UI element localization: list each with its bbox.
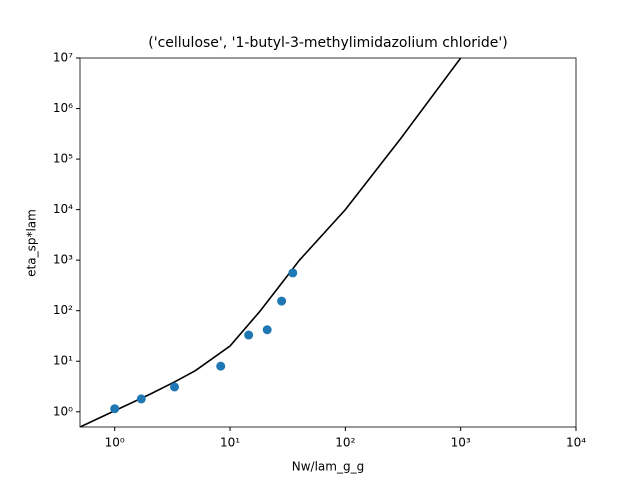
point	[110, 404, 120, 414]
y-tick-label: 10⁷	[53, 51, 73, 65]
y-tick-label: 10⁰	[53, 404, 73, 418]
y-tick-label: 10⁵	[53, 152, 73, 166]
x-tick-label: 10⁴	[566, 436, 586, 450]
plot-frame	[79, 57, 577, 428]
point	[136, 394, 146, 404]
x-tick-label: 10²	[335, 436, 355, 450]
y-tick-label: 10⁶	[53, 101, 73, 115]
chart-title: ('cellulose', '1-butyl-3-methylimidazoli…	[148, 35, 507, 51]
point	[262, 325, 272, 335]
point	[288, 268, 298, 278]
y-axis-label: eta_sp*lam	[25, 209, 39, 277]
y-tick-label: 10¹	[53, 354, 73, 368]
x-tick-label: 10⁰	[105, 436, 125, 450]
point	[244, 330, 254, 340]
y-tick-label: 10²	[53, 303, 73, 317]
point	[277, 296, 287, 306]
y-tick-label: 10⁴	[53, 202, 73, 216]
point	[216, 361, 226, 371]
y-tick-label: 10³	[53, 253, 73, 267]
x-tick-label: 10³	[451, 436, 471, 450]
point	[170, 382, 180, 392]
curve	[80, 58, 462, 427]
x-tick-label: 10¹	[220, 436, 240, 450]
x-axis-label: Nw/lam_g_g	[292, 460, 364, 474]
